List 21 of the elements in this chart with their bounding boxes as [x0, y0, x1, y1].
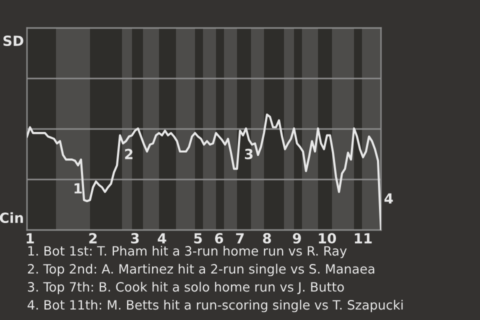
x-tick-label: 4: [158, 233, 166, 244]
x-tick-label: 5: [194, 233, 202, 244]
x-tick-label: 3: [131, 233, 139, 244]
text: 4. Bot 11th: M. Betts hit a run-scoring single vs T. Szapucki: [28, 300, 403, 312]
x-tick-label: 11: [354, 233, 372, 244]
text: 2. Top 2nd: A. Martinez hit a 2-run single vs S. Manaea: [28, 264, 374, 276]
x-tick-label: 1: [26, 233, 34, 244]
text: Cin: [0, 212, 23, 224]
text: SD: [3, 36, 24, 46]
x-tick-label: 7: [236, 233, 244, 244]
x-tick-label: 9: [292, 233, 301, 244]
annotation: 3: [244, 148, 253, 160]
text: 3. Top 7th: B. Cook hit a solo home run vs J. Butto: [28, 282, 344, 294]
x-tick-label: 8: [263, 233, 271, 244]
annotation: 1: [74, 183, 82, 194]
annotation: 2: [125, 148, 132, 160]
x-tick-label: 10: [318, 233, 336, 244]
text: 4: [384, 193, 393, 204]
text: 1. Bot 1st: T. Pham hit a 3-run home run vs R. Ray: [28, 246, 347, 258]
x-tick-label: 6: [215, 233, 224, 244]
x-tick-label: 2: [89, 233, 97, 244]
